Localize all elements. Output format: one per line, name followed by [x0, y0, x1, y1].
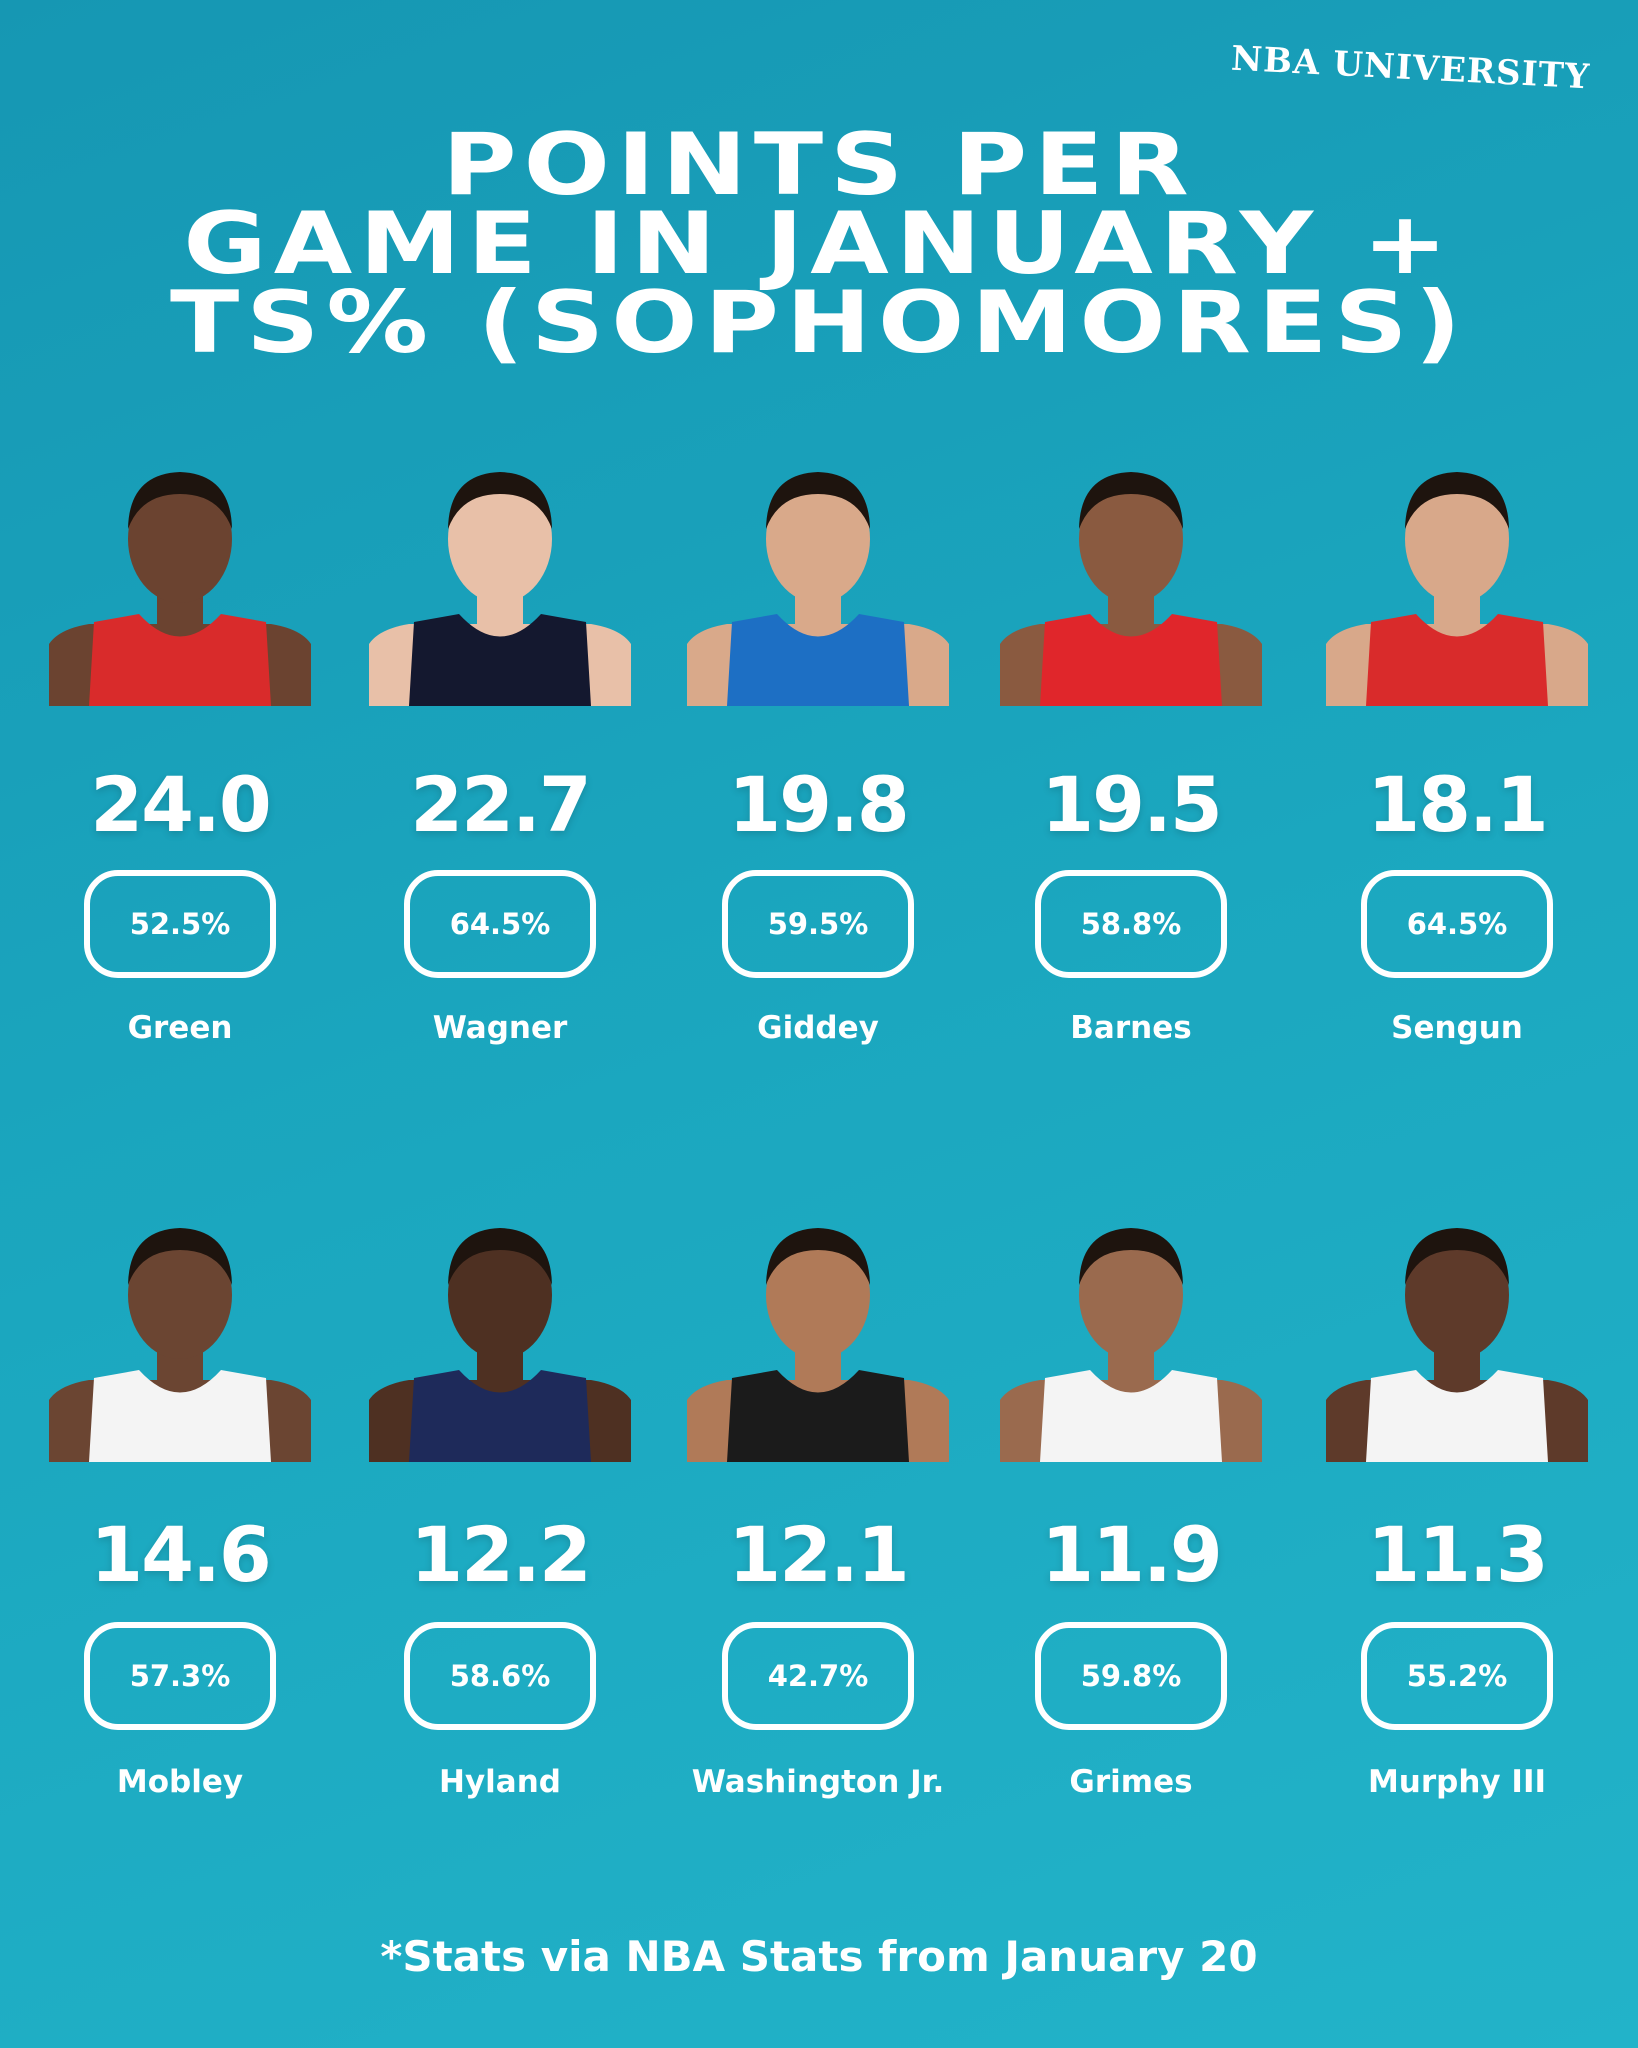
jersey: [1040, 1370, 1222, 1462]
player-photo: [369, 1228, 631, 1462]
true-shooting-pill: 42.7%: [722, 1622, 914, 1730]
jersey: [409, 1370, 591, 1462]
player-photo: [687, 472, 949, 706]
head: [448, 1231, 552, 1359]
head: [1079, 1231, 1183, 1359]
true-shooting-pill: 64.5%: [1361, 870, 1553, 978]
player-name: Barnes: [1070, 1010, 1192, 1046]
player-name: Murphy III: [1367, 1764, 1547, 1800]
player-name: Green: [127, 1010, 233, 1046]
player-name: Hyland: [439, 1764, 561, 1800]
points-per-game: 12.2: [410, 1510, 592, 1599]
brand: NBA UNIVERSITY: [1229, 38, 1591, 98]
hair: [766, 1228, 870, 1285]
player-photo: [1326, 1228, 1588, 1462]
points-per-game: 19.5: [1041, 760, 1223, 849]
points-per-game: 11.3: [1367, 1510, 1549, 1599]
player-photo: [1000, 472, 1262, 706]
title-line: TS% (SOPHOMORES): [169, 273, 1469, 373]
jersey: [89, 614, 271, 706]
head: [1405, 475, 1509, 603]
head: [448, 475, 552, 603]
jersey: [1366, 614, 1548, 706]
footnote: *Stats via NBA Stats from January 20: [380, 1932, 1258, 1981]
hair: [128, 1228, 232, 1285]
true-shooting-pill: 52.5%: [84, 870, 276, 978]
title-line: GAME IN JANUARY +: [183, 194, 1455, 294]
hair: [1079, 1228, 1183, 1285]
true-shooting-pill: 59.5%: [722, 870, 914, 978]
points-per-game: 18.1: [1367, 760, 1549, 849]
true-shooting-pill: 57.3%: [84, 1622, 276, 1730]
true-shooting-pill: 59.8%: [1035, 1622, 1227, 1730]
jersey: [1040, 614, 1222, 706]
true-shooting-pill: 58.6%: [404, 1622, 596, 1730]
head: [1405, 1231, 1509, 1359]
points-per-game: 19.8: [728, 760, 910, 849]
hair: [128, 472, 232, 529]
hair: [766, 472, 870, 529]
hair: [1405, 472, 1509, 529]
player-name: Wagner: [432, 1010, 568, 1046]
player-name: Sengun: [1391, 1010, 1523, 1046]
points-per-game: 11.9: [1041, 1510, 1223, 1599]
hair: [448, 472, 552, 529]
player-photo: [1326, 472, 1588, 706]
points-per-game: 22.7: [410, 760, 592, 849]
player-photo: [49, 472, 311, 706]
head: [766, 1231, 870, 1359]
player-photo: [49, 1228, 311, 1462]
head: [1079, 475, 1183, 603]
head: [128, 1231, 232, 1359]
title-line: POINTS PER: [442, 115, 1196, 215]
player-photo: [687, 1228, 949, 1462]
player-name: Mobley: [116, 1764, 244, 1800]
player-photo: [1000, 1228, 1262, 1462]
hair: [1079, 472, 1183, 529]
points-per-game: 14.6: [90, 1510, 272, 1599]
hair: [1405, 1228, 1509, 1285]
hair: [448, 1228, 552, 1285]
points-per-game: 24.0: [90, 760, 272, 849]
jersey: [1366, 1370, 1548, 1462]
player-name: Washington Jr.: [691, 1764, 945, 1800]
true-shooting-pill: 55.2%: [1361, 1622, 1553, 1730]
jersey: [409, 614, 591, 706]
true-shooting-pill: 58.8%: [1035, 870, 1227, 978]
jersey: [727, 614, 909, 706]
head: [766, 475, 870, 603]
points-per-game: 12.1: [728, 1510, 910, 1599]
player-name: Giddey: [757, 1010, 879, 1046]
jersey: [727, 1370, 909, 1462]
player-name: Grimes: [1069, 1764, 1193, 1800]
head: [128, 475, 232, 603]
true-shooting-pill: 64.5%: [404, 870, 596, 978]
player-photo: [369, 472, 631, 706]
jersey: [89, 1370, 271, 1462]
